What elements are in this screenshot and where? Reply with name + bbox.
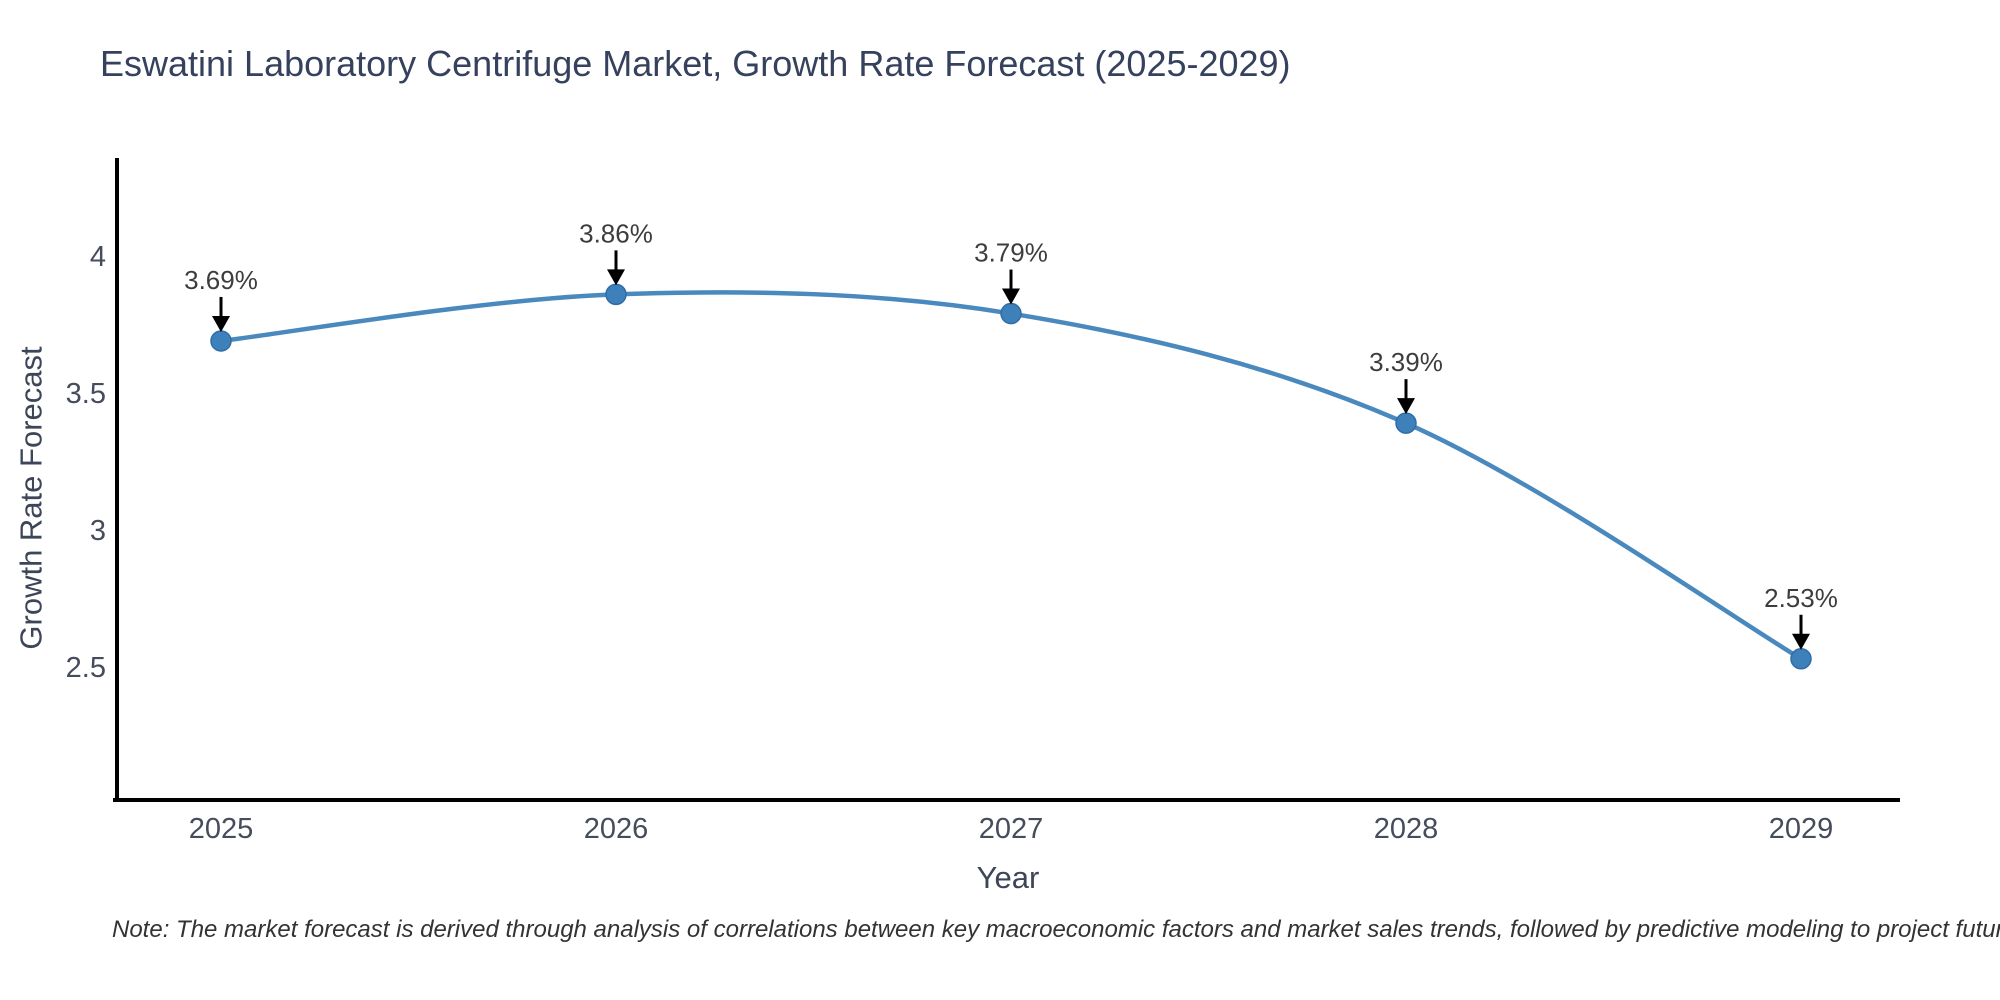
- series-line: [218, 290, 1804, 662]
- annotation-arrowhead: [607, 269, 625, 286]
- y-axis-title-container: Growth Rate Forecast: [12, 0, 52, 1000]
- y-tick-label: 3: [90, 515, 106, 547]
- x-axis-title: Year: [976, 860, 1040, 895]
- x-tick-label: 2026: [584, 813, 649, 845]
- annotation-arrowhead: [1792, 633, 1810, 650]
- data-point-marker: [1790, 648, 1812, 670]
- footnote: Note: The market forecast is derived thr…: [112, 916, 2000, 943]
- annotation-arrowhead: [1002, 288, 1020, 305]
- x-tick-label: 2029: [1769, 813, 1834, 845]
- data-point-marker: [605, 283, 627, 306]
- y-axis-title: Growth Rate Forecast: [14, 346, 49, 650]
- point-annotation: 3.69%: [184, 265, 258, 295]
- x-tick-label: 2028: [1374, 813, 1439, 845]
- annotation-arrowhead: [1397, 398, 1415, 415]
- data-point-marker: [1395, 412, 1417, 434]
- data-point-marker: [1000, 302, 1022, 325]
- y-tick-label: 3.5: [66, 378, 106, 410]
- point-annotation: 3.79%: [974, 238, 1048, 268]
- y-tick-label: 2.5: [66, 652, 106, 684]
- annotation-arrowhead: [212, 315, 230, 332]
- point-annotation: 3.39%: [1369, 347, 1443, 377]
- data-point-marker: [210, 330, 232, 352]
- y-tick-label: 4: [90, 241, 106, 273]
- x-tick-label: 2025: [189, 813, 254, 845]
- chart-title: Eswatini Laboratory Centrifuge Market, G…: [100, 43, 1291, 84]
- point-annotation: 3.86%: [579, 218, 653, 248]
- x-tick-label: 2027: [979, 813, 1044, 845]
- point-annotation: 2.53%: [1764, 583, 1838, 613]
